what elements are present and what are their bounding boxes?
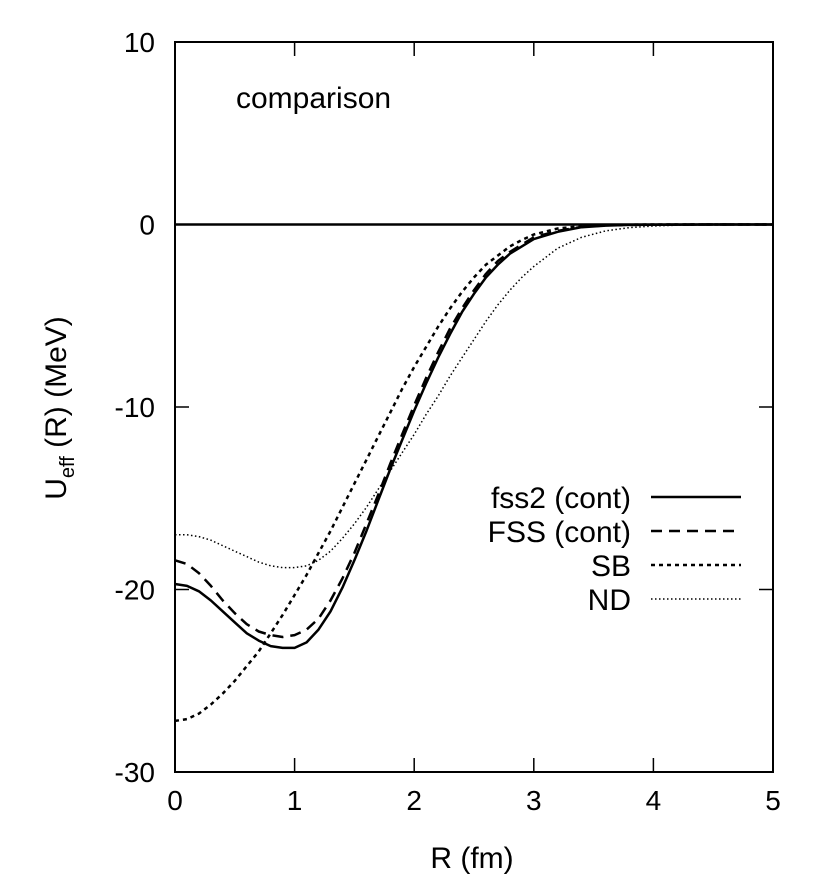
x-axis-title: R (fm) xyxy=(430,842,513,875)
y-tick-label: -30 xyxy=(115,757,155,788)
series-line-4 xyxy=(175,223,774,569)
x-tick-label: 3 xyxy=(526,785,542,816)
x-tick-label: 2 xyxy=(406,785,422,816)
legend-label-2: FSS (cont) xyxy=(488,516,631,549)
x-tick-label: 4 xyxy=(646,785,662,816)
y-tick-label: 0 xyxy=(139,210,155,241)
comparison-annotation: comparison xyxy=(236,82,391,115)
x-tick-label: 5 xyxy=(765,785,781,816)
x-tick-label: 1 xyxy=(287,785,303,816)
y-axis-title: Ueff (R) (MeV) xyxy=(40,316,79,500)
x-tick-label: 0 xyxy=(167,785,183,816)
series-lines xyxy=(174,223,774,723)
series-line-1 xyxy=(174,223,773,650)
y-axis-title-rest: (R) (MeV) xyxy=(40,316,73,456)
y-tick-label: -10 xyxy=(115,392,155,423)
series-line-2 xyxy=(174,223,773,639)
plot-frame xyxy=(174,41,774,773)
y-tick-label: -20 xyxy=(115,575,155,606)
y-axis-title-sub: eff xyxy=(57,456,79,478)
y-tick-label: 10 xyxy=(124,27,155,58)
legend-label-3: SB xyxy=(591,550,631,583)
series-line-3 xyxy=(174,223,773,723)
legend-label-4: ND xyxy=(588,584,631,617)
axis-ticks: 0 1 2 3 4 5 -30 -20 -10 0 10 xyxy=(115,27,781,816)
legend-label-1: fss2 (cont) xyxy=(491,482,631,515)
y-axis-title-main: U xyxy=(40,478,73,500)
